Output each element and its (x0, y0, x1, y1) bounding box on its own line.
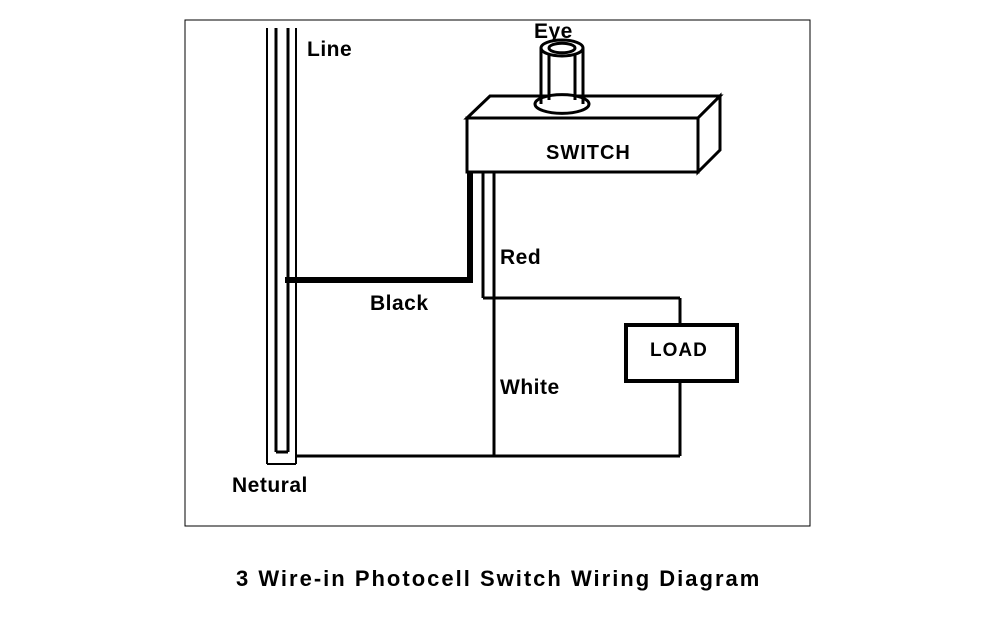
switch-box-top (467, 96, 720, 118)
label-neutral: Netural (232, 474, 308, 498)
eye-base (535, 95, 589, 114)
label-load: LOAD (650, 340, 708, 362)
diagram-title: 3 Wire-in Photocell Switch Wiring Diagra… (236, 566, 761, 592)
diagram-stage: Line Eye SWITCH Black Red White LOAD Net… (0, 0, 1000, 631)
label-white: White (500, 376, 560, 400)
label-eye: Eye (534, 20, 573, 44)
eye-top-inner (549, 43, 575, 53)
label-switch: SWITCH (546, 142, 631, 165)
label-red: Red (500, 246, 541, 270)
wiring-svg (0, 0, 1000, 631)
label-black: Black (370, 292, 429, 316)
label-line: Line (307, 38, 352, 62)
